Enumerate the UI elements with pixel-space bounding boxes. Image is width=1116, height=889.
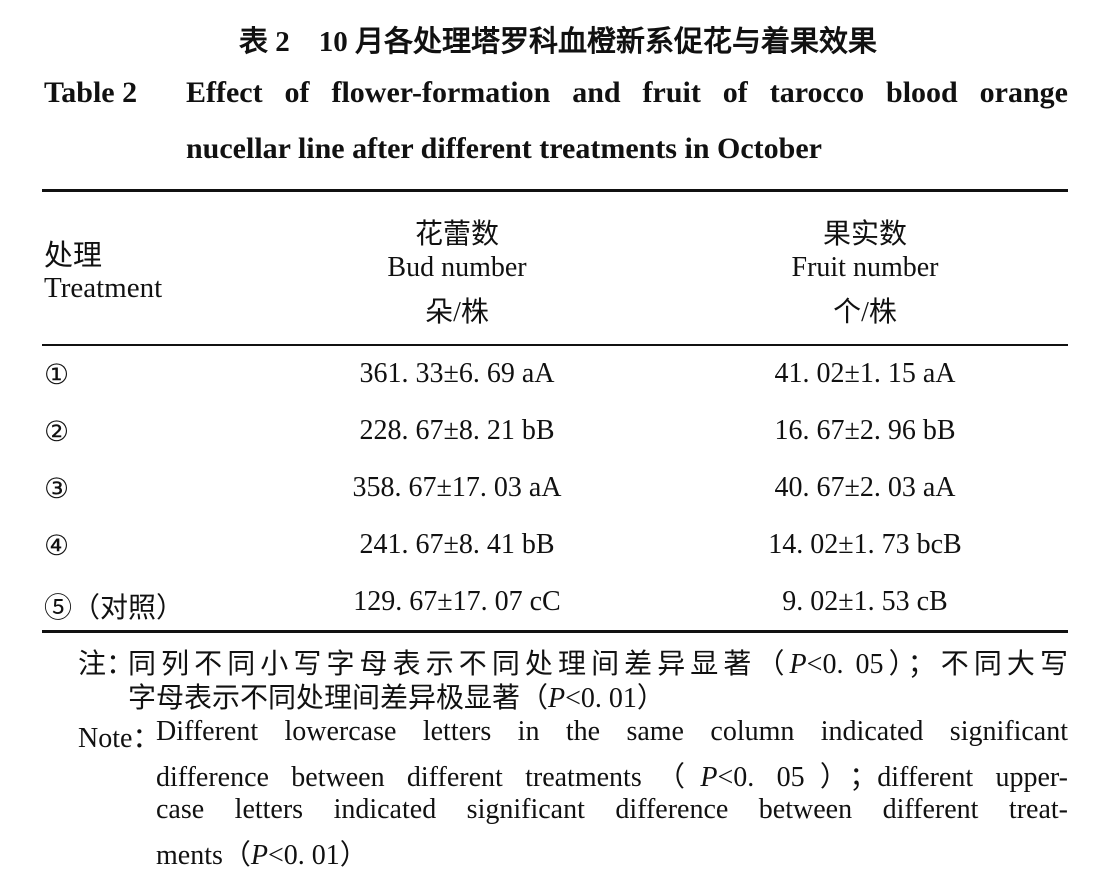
- cell: 14. 02±1. 73 bcB: [768, 529, 962, 560]
- cell: 129. 67±17. 07 cC: [353, 586, 561, 617]
- text: 字母表示不同处理间差异极显著（: [128, 683, 549, 714]
- caption-en: nucellar line after different treatments…: [186, 132, 822, 165]
- caption-label: Table 2: [44, 76, 138, 109]
- cell: 228. 67±8. 21 bB: [359, 415, 555, 446]
- text: <0. 05）；different upper-: [717, 762, 1068, 793]
- text: P: [789, 649, 807, 680]
- cell: 16. 67±2. 96 bB: [774, 415, 956, 446]
- caption-zh: 表 2 10 月各处理塔罗科血橙新系促花与着果效果: [238, 26, 877, 58]
- header-zh: 花蕾数: [414, 219, 499, 250]
- text: case letters indicated significant diffe…: [156, 794, 1068, 825]
- text: P: [250, 840, 268, 871]
- row-label: ⑤（对照）: [44, 593, 185, 624]
- header-zh: 处理: [44, 240, 103, 272]
- note-line: difference between different treatments（…: [156, 755, 1068, 795]
- top-rule: [42, 189, 1068, 192]
- note-label: Note：: [78, 723, 161, 754]
- cell: 9. 02±1. 53 cB: [782, 586, 948, 617]
- text: <0. 05）；不同大写: [806, 649, 1068, 680]
- header-en: Fruit number: [791, 252, 939, 283]
- cell: 361. 33±6. 69 aA: [359, 358, 555, 389]
- row-label: ③: [44, 474, 70, 505]
- header-en: Treatment: [44, 272, 163, 304]
- mid-rule: [42, 344, 1068, 346]
- note-line: 字母表示不同处理间差异极显著（P<0. 01）: [128, 676, 665, 716]
- text: Different lowercase letters in the same …: [156, 716, 1068, 747]
- header-unit: 朵/株: [425, 297, 489, 328]
- note-line: case letters indicated significant diffe…: [156, 794, 1068, 826]
- text: <0. 01）: [565, 683, 665, 714]
- text: 同列不同小写字母表示不同处理间差异显著（: [128, 649, 790, 680]
- text: difference between different treatments（: [156, 762, 701, 793]
- note-line: 同列不同小写字母表示不同处理间差异显著（P<0. 05）；不同大写: [128, 642, 1068, 682]
- text: P: [700, 762, 718, 793]
- text: P: [548, 683, 566, 714]
- cell: 41. 02±1. 15 aA: [774, 358, 956, 389]
- caption-en: Effect of flower-formation and fruit of …: [186, 76, 1068, 109]
- text: <0. 01）: [268, 840, 368, 871]
- note-label: 注：: [78, 649, 135, 680]
- note-line: ments（P<0. 01）: [156, 833, 368, 873]
- row-label: ④: [44, 531, 70, 562]
- row-label: ②: [44, 417, 70, 448]
- header-en: Bud number: [387, 252, 527, 283]
- bottom-rule: [42, 630, 1068, 633]
- cell: 358. 67±17. 03 aA: [352, 472, 562, 503]
- text: ments（: [156, 840, 251, 871]
- note-line: Different lowercase letters in the same …: [156, 716, 1068, 748]
- row-label: ①: [44, 360, 70, 391]
- cell: 40. 67±2. 03 aA: [774, 472, 956, 503]
- header-unit: 个/株: [833, 297, 897, 328]
- header-zh: 果实数: [822, 219, 907, 250]
- cell: 241. 67±8. 41 bB: [359, 529, 555, 560]
